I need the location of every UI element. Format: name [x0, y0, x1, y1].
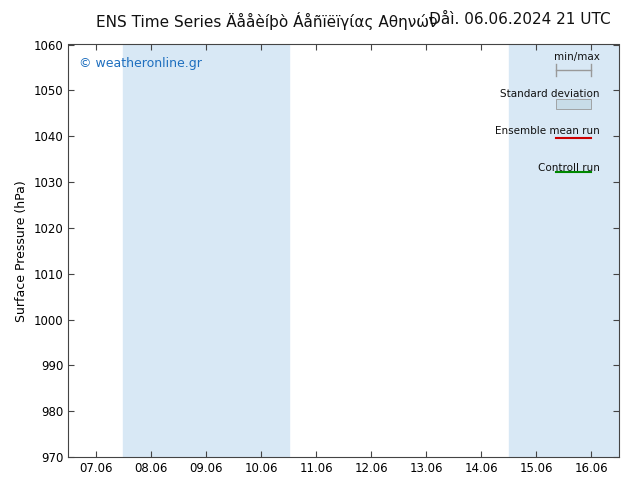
Text: © weatheronline.gr: © weatheronline.gr [79, 57, 202, 70]
Bar [123, 45, 178, 457]
Bar [564, 45, 619, 457]
Y-axis label: Surface Pressure (hPa): Surface Pressure (hPa) [15, 180, 28, 322]
Text: Controll run: Controll run [538, 163, 600, 173]
Text: Standard deviation: Standard deviation [500, 89, 600, 99]
Bar [178, 45, 233, 457]
Text: Ensemble mean run: Ensemble mean run [495, 126, 600, 136]
Bar [509, 45, 564, 457]
Text: ENS Time Series Äååèíþò Áåñïëïγίας Αθηνών: ENS Time Series Äååèíþò Áåñïëïγίας Αθηνώ… [96, 12, 437, 30]
Bar [564, 45, 619, 457]
Bar [233, 45, 288, 457]
Text: Ðåì. 06.06.2024 21 UTC: Ðåì. 06.06.2024 21 UTC [429, 12, 611, 27]
Text: min/max: min/max [554, 52, 600, 62]
